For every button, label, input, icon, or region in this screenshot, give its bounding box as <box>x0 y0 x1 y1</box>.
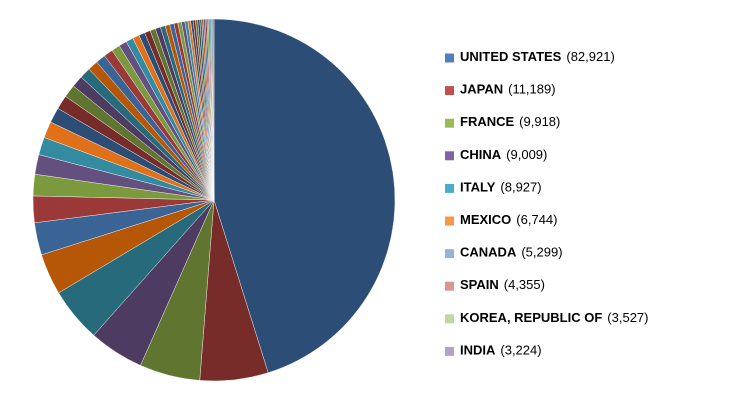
legend-value: (6,744) <box>516 212 557 227</box>
pie-slice <box>213 18 396 373</box>
legend-label: INDIA (3,224) <box>460 343 542 358</box>
legend-label: CANADA (5,299) <box>460 245 563 260</box>
legend-entry: CHINA (9,009) <box>445 147 547 162</box>
legend-marker <box>445 53 454 63</box>
legend-name: SPAIN <box>460 278 499 293</box>
pie-slice <box>212 18 215 201</box>
legend-name: INDIA <box>460 343 496 358</box>
legend-marker <box>445 314 454 324</box>
legend-entry: FRANCE (9,918) <box>445 115 560 130</box>
legend-marker <box>445 216 454 226</box>
legend-value: (82,921) <box>566 49 614 64</box>
legend-name: UNITED STATES <box>460 49 562 64</box>
legend-entry: MEXICO (6,744) <box>445 212 558 227</box>
legend-entry: UNITED STATES (82,921) <box>445 49 615 64</box>
legend-label: UNITED STATES (82,921) <box>460 49 615 64</box>
legend-name: CHINA <box>460 147 502 162</box>
legend-value: (5,299) <box>521 245 562 260</box>
legend-marker <box>445 151 454 161</box>
legend-marker <box>445 346 454 356</box>
legend-label: KOREA, REPUBLIC OF (3,527) <box>460 310 649 325</box>
legend-marker <box>445 86 454 96</box>
legend-entry: SPAIN (4,355) <box>445 278 545 293</box>
legend-value: (9,009) <box>506 147 547 162</box>
legend-label: MEXICO (6,744) <box>460 212 558 227</box>
legend-entry: JAPAN (11,189) <box>445 82 556 97</box>
legend-name: MEXICO <box>460 212 511 227</box>
legend-entry: CANADA (5,299) <box>445 245 563 260</box>
legend-name: ITALY <box>460 180 496 195</box>
legend-name: CANADA <box>460 245 517 260</box>
legend-value: (3,527) <box>607 310 648 325</box>
legend-name: KOREA, REPUBLIC OF <box>460 310 602 325</box>
legend-marker <box>445 281 454 291</box>
legend-label: ITALY (8,927) <box>460 180 542 195</box>
legend-marker <box>445 118 454 128</box>
legend-entry: INDIA (3,224) <box>445 343 542 358</box>
legend-entry: ITALY (8,927) <box>445 180 542 195</box>
legend-value: (4,355) <box>504 278 545 293</box>
legend-label: CHINA (9,009) <box>460 147 547 162</box>
legend-marker <box>445 249 454 259</box>
legend-value: (8,927) <box>500 180 541 195</box>
legend-name: JAPAN <box>460 82 503 97</box>
legend-value: (11,189) <box>508 82 555 97</box>
legend-value: (3,224) <box>500 343 541 358</box>
legend-name: FRANCE <box>460 115 514 130</box>
legend-label: FRANCE (9,918) <box>460 115 560 130</box>
legend-entry: KOREA, REPUBLIC OF (3,527) <box>445 310 649 325</box>
legend-value: (9,918) <box>519 115 560 130</box>
legend-label: SPAIN (4,355) <box>460 278 545 293</box>
legend-label: JAPAN (11,189) <box>460 82 556 97</box>
legend-marker <box>445 183 454 193</box>
